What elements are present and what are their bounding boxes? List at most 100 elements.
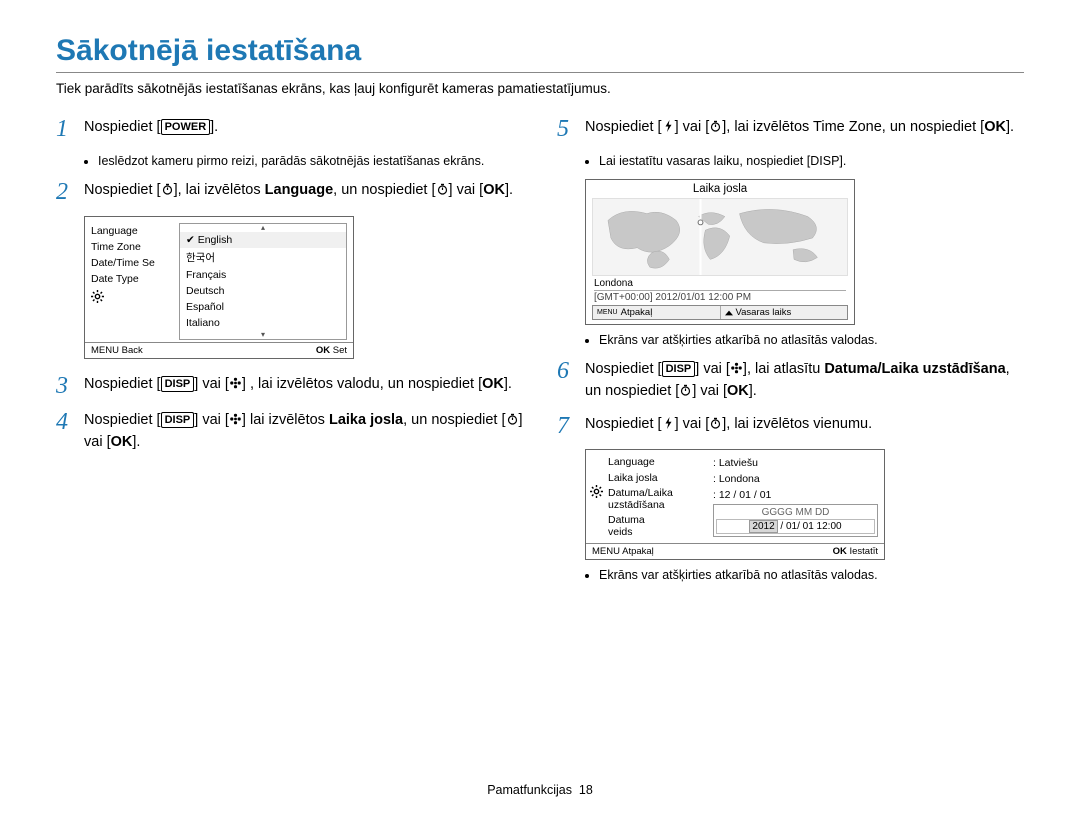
value: : 12 / 01 / 01 xyxy=(713,487,878,503)
ok-label: OK xyxy=(727,383,749,399)
year-field: 2012 xyxy=(749,520,777,533)
bold-label: Language xyxy=(265,182,333,198)
power-button-label: POWER xyxy=(161,119,211,135)
screenshot-title: Laika josla xyxy=(586,180,854,198)
page-footer: Pamatfunkcijas 18 xyxy=(0,783,1080,797)
bold-label: Datuma/Laika uzstādīšana xyxy=(824,361,1005,377)
text: Nospiediet [ xyxy=(84,412,161,428)
bar-right: OK Iestatīt xyxy=(833,546,878,557)
menu-item: Language xyxy=(608,455,713,471)
timer-icon xyxy=(436,183,449,195)
text: , un nospiediet [ xyxy=(333,182,435,198)
step-5-note: Lai iestatītu vasaras laiku, nospiediet … xyxy=(585,152,1024,171)
bullet: Ieslēdzot kameru pirmo reizi, parādās sā… xyxy=(98,152,523,171)
ok-label: OK xyxy=(482,376,504,392)
text: , un nospiediet [ xyxy=(403,412,505,428)
ok-label: OK xyxy=(984,119,1006,135)
text: ] vai [ xyxy=(675,416,710,432)
text: ], lai izvēlētos vienumu. xyxy=(722,416,872,432)
date-settings-screenshot: Language Laika josla Datuma/Laika uzstād… xyxy=(585,449,885,559)
text: ] vai [ xyxy=(692,383,727,399)
lang-option: Español xyxy=(180,299,346,315)
flash-icon xyxy=(662,120,675,132)
text: ] lai izvēlētos xyxy=(242,412,329,428)
text: Nospiediet [ xyxy=(84,376,161,392)
bar-left: MENU Atpakaļ xyxy=(592,546,654,557)
menu-item: Time Zone xyxy=(89,239,179,255)
step-number: 7 xyxy=(557,413,585,439)
ok-label: OK xyxy=(483,182,505,198)
world-map xyxy=(592,198,848,276)
step-number: 4 xyxy=(56,409,84,454)
menu-item: Datuma veids xyxy=(608,513,713,540)
value: : Londona xyxy=(713,471,878,487)
text: ]. xyxy=(504,376,512,392)
step-1: 1 Nospiediet [POWER]. xyxy=(56,116,523,142)
text: ]. xyxy=(749,383,757,399)
step-5-note2: Ekrāns var atšķirties atkarībā no atlasī… xyxy=(585,331,1024,350)
timezone-screenshot: Laika josla Londona xyxy=(585,179,855,325)
step-5: 5 Nospiediet [] vai [], lai izvēlētos Ti… xyxy=(557,116,1024,142)
timer-icon xyxy=(679,384,692,396)
step-3: 3 Nospiediet [DISP] vai [] , lai izvēlēt… xyxy=(56,373,523,399)
timer-icon xyxy=(709,417,722,429)
text: Lai iestatītu vasaras laiku, nospiediet … xyxy=(599,154,810,168)
page-subtitle: Tiek parādīts sākotnējās iestatīšanas ek… xyxy=(56,81,1024,96)
text: Nospiediet [ xyxy=(84,119,161,135)
timer-icon xyxy=(709,120,722,132)
step-4: 4 Nospiediet [DISP] vai [] lai izvēlētos… xyxy=(56,409,523,454)
text: ] vai [ xyxy=(695,361,730,377)
text: ]. xyxy=(1006,119,1014,135)
flower-icon xyxy=(229,377,242,389)
text: ] vai [ xyxy=(194,376,229,392)
flash-icon xyxy=(662,417,675,429)
bar-right: OK Set xyxy=(316,345,347,356)
lang-option: ✔ English xyxy=(180,232,346,248)
menu-item: Date Type xyxy=(89,271,179,287)
text: ], lai izvēlētos xyxy=(174,182,265,198)
page-number: 18 xyxy=(579,783,593,797)
gmt-info: [GMT+00:00] 2012/01/01 12:00 PM xyxy=(594,290,846,303)
timer-icon xyxy=(161,183,174,195)
step-2: 2 Nospiediet [ ], lai izvēlētos Language,… xyxy=(56,179,523,205)
text: ] vai [ xyxy=(675,119,710,135)
bar-left: MENUAtpakaļ xyxy=(593,306,721,319)
disp-label: DISP xyxy=(810,154,839,168)
rest-field: / 01/ 01 12:00 xyxy=(780,521,841,532)
text: Nospiediet [ xyxy=(84,182,161,198)
step-number: 6 xyxy=(557,358,585,403)
text: ] vai [ xyxy=(194,412,229,428)
city-label: Londona xyxy=(594,278,846,289)
disp-label: DISP xyxy=(662,361,696,377)
bullet: Lai iestatītu vasaras laiku, nospiediet … xyxy=(599,152,1024,171)
text: Nospiediet [ xyxy=(585,416,662,432)
menu-item: Date/Time Se xyxy=(89,255,179,271)
flower-icon xyxy=(730,362,743,374)
value: : Latviešu xyxy=(713,455,878,471)
step-number: 3 xyxy=(56,373,84,399)
step-7-note: Ekrāns var atšķirties atkarībā no atlasī… xyxy=(585,566,1024,585)
text: ], lai izvēlētos Time Zone, un nospiedie… xyxy=(722,119,984,135)
step-7: 7 Nospiediet [ ] vai [ ], lai izvēlētos vi… xyxy=(557,413,1024,439)
text: ]. xyxy=(210,119,218,135)
menu-item: Language xyxy=(89,223,179,239)
lang-option: Deutsch xyxy=(180,283,346,299)
lang-option: Italiano xyxy=(180,315,346,331)
content-columns: 1 Nospiediet [POWER]. Ieslēdzot kameru p… xyxy=(56,116,1024,592)
page-title: Sākotnējā iestatīšana xyxy=(56,34,1024,73)
scroll-up-icon: ▴ xyxy=(180,224,346,232)
text: ]. xyxy=(132,434,140,450)
text: ]. xyxy=(839,154,846,168)
bar-right: Vasaras laiks xyxy=(721,306,848,319)
lang-option: Français xyxy=(180,267,346,283)
date-edit-popup: GGGG MM DD 2012 / 01/ 01 12:00 xyxy=(713,504,878,537)
text: ], lai atlasītu xyxy=(743,361,824,377)
gear-icon xyxy=(590,486,603,501)
step-1-note: Ieslēdzot kameru pirmo reizi, parādās sā… xyxy=(84,152,523,171)
menu-item: Datuma/Laika uzstādīšana xyxy=(608,486,713,513)
bold-label: Laika josla xyxy=(329,412,403,428)
step-number: 2 xyxy=(56,179,84,205)
flower-icon xyxy=(229,413,242,425)
ok-label: OK xyxy=(111,434,133,450)
scroll-down-icon: ▾ xyxy=(180,331,346,339)
